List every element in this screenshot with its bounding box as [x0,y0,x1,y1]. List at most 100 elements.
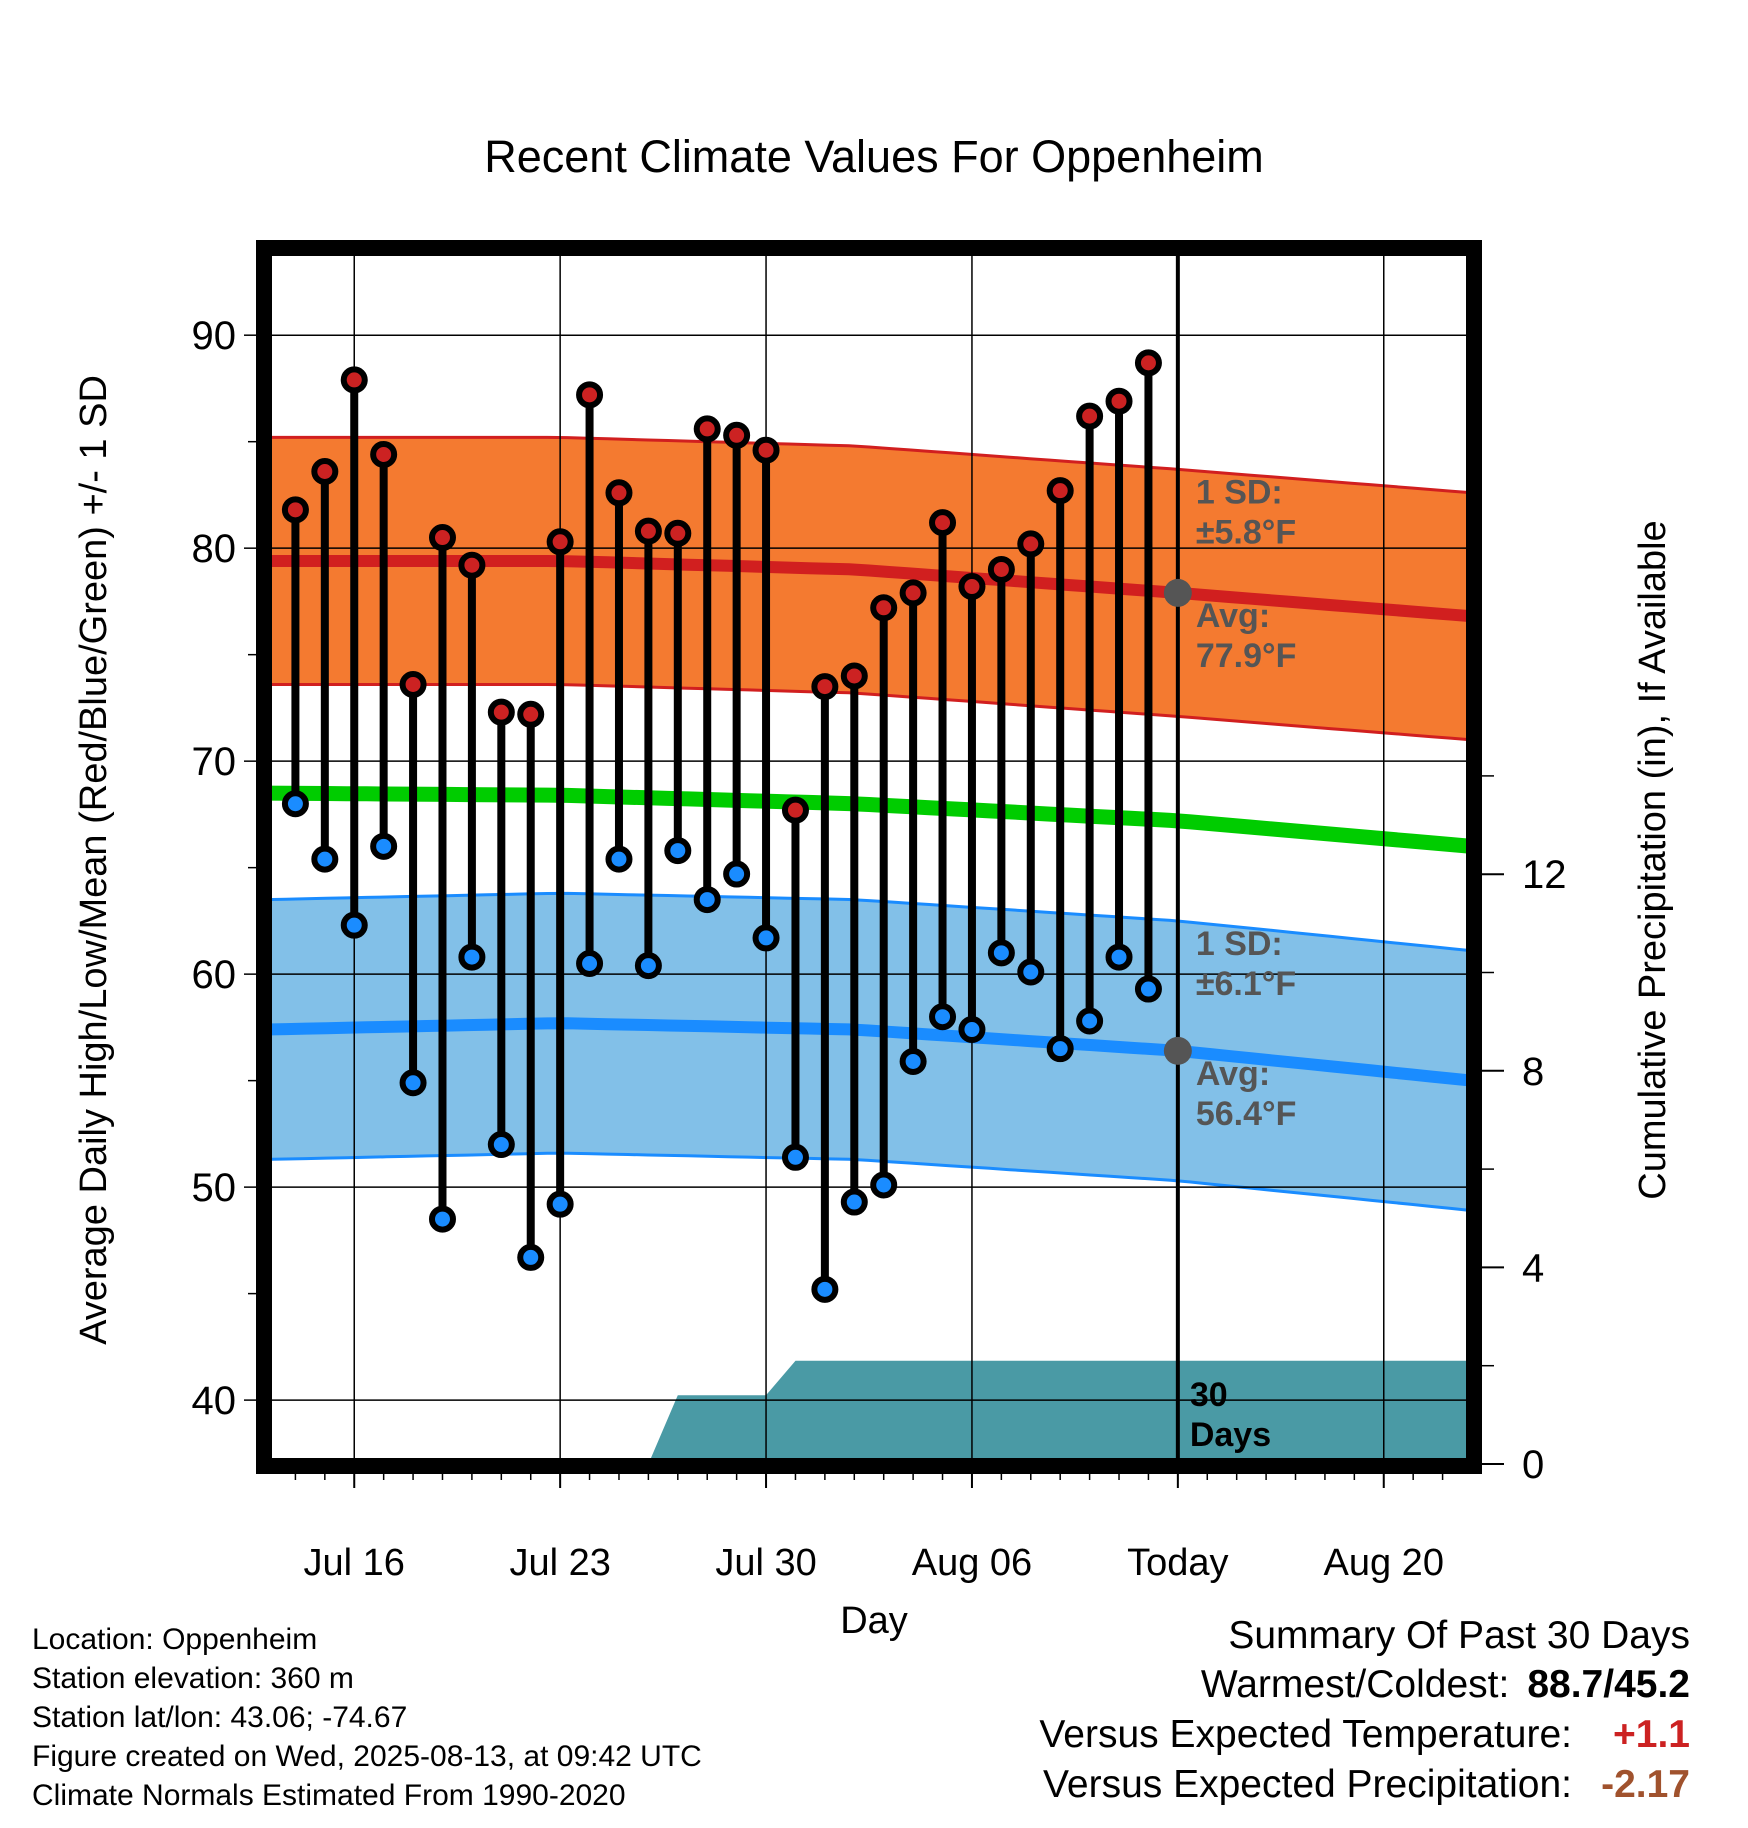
summary-warm-cold: Warmest/Coldest: 88.7/45.2 [1039,1660,1690,1710]
daily-low-point [781,1143,809,1171]
latlon-text: Station lat/lon: 43.06; -74.67 [32,1701,408,1734]
y-tick-label: 40 [192,1379,237,1423]
warm-cold-value: 88.7/45.2 [1527,1663,1690,1706]
daily-high-point [399,670,427,698]
y2-axis-label: Cumulative Precipitation (in), If Availa… [1632,520,1674,1199]
y-tick-label: 70 [192,740,237,784]
daily-low-point [1105,943,1133,971]
daily-low-point [517,1243,545,1271]
daily-high-point [487,698,515,726]
daily-low-point [664,837,692,865]
daily-high-point [340,366,368,394]
low-sd-label: 1 SD: [1196,925,1283,963]
x-tick-label: Aug 20 [1324,1542,1444,1584]
created-text: Figure created on Wed, 2025-08-13, at 09… [32,1740,702,1773]
low-band-lower-edge [266,1151,1472,1213]
y2-axis-ticks: 0 4 8 12 [1482,775,1567,1487]
y-tick-label: 80 [192,527,237,571]
daily-low-point [1017,958,1045,986]
daily-high-point [752,436,780,464]
y2-tick-label: 4 [1522,1246,1544,1290]
daily-low-point [458,943,486,971]
x-tick-label: Jul 23 [509,1542,610,1584]
y2-tick-label: 0 [1522,1443,1544,1487]
daily-low-point [634,952,662,980]
summary-panel: Summary Of Past 30 Days Warmest/Coldest:… [1039,1612,1690,1810]
daily-temperature-bars [281,349,1162,1303]
daily-high-point [634,517,662,545]
daily-low-point [811,1275,839,1303]
y-axis-ticks: 40 50 60 70 80 90 [192,314,256,1423]
daily-high-point [605,479,633,507]
daily-high-point [811,673,839,701]
high-sd-value: ±5.8°F [1196,513,1296,551]
daily-high-point [664,519,692,547]
daily-low-point [840,1188,868,1216]
daily-low-point [546,1190,574,1218]
high-band-lower-edge [266,683,1472,742]
window-label-line2: Days [1190,1416,1271,1454]
daily-high-point [1046,477,1074,505]
daily-low-point [723,860,751,888]
daily-high-point [840,662,868,690]
daily-high-point [1105,387,1133,415]
daily-high-point [546,528,574,556]
daily-low-point [281,790,309,818]
daily-high-point [1076,402,1104,430]
daily-low-point [605,845,633,873]
today-low-avg-marker [1163,1036,1192,1065]
daily-low-point [576,949,604,977]
daily-low-point [487,1131,515,1159]
daily-high-point [517,700,545,728]
x-axis-label: Day [840,1600,908,1642]
daily-low-point [899,1047,927,1075]
daily-low-point [929,1003,957,1031]
station-info: Location: Oppenheim Station elevation: 3… [32,1620,702,1815]
daily-low-point [370,832,398,860]
high-avg-label: Avg: [1196,597,1270,635]
x-tick-label: Jul 16 [304,1542,405,1584]
x-tick-label: Today [1127,1542,1228,1584]
x-axis-ticks: Jul 16 Jul 23 Jul 30 Aug 06 Today Aug 20 [294,1474,1444,1584]
daily-high-point [958,573,986,601]
plot-frame [256,240,1482,1474]
x-tick-label: Jul 30 [715,1542,816,1584]
x-tick-label: Aug 06 [912,1542,1032,1584]
warm-cold-label: Warmest/Coldest: [1200,1663,1510,1706]
high-sd-label: 1 SD: [1196,473,1283,511]
daily-low-point [399,1069,427,1097]
daily-low-point [1046,1035,1074,1063]
daily-low-point [958,1016,986,1044]
summary-precip: Versus Expected Precipitation: -2.17 [1039,1760,1690,1810]
low-band-upper-edge [266,891,1472,953]
high-band-upper-edge [266,435,1472,495]
high-sd-band [266,437,1472,740]
daily-high-point [693,415,721,443]
low-avg-value: 56.4°F [1196,1095,1297,1133]
daily-low-point [1134,975,1162,1003]
summary-title: Summary Of Past 30 Days [1228,1614,1690,1657]
daily-low-point [752,924,780,952]
chart-title: Recent Climate Values For Oppenheim [484,131,1264,182]
daily-high-point [781,796,809,824]
grid-lines [266,250,1472,1464]
cumulative-precip-area [648,1360,1472,1464]
today-high-avg-marker [1163,578,1192,607]
y-tick-label: 50 [192,1166,237,1210]
daily-high-point [428,524,456,552]
summary-temp: Versus Expected Temperature: +1.1 [1039,1710,1690,1760]
daily-low-point [340,911,368,939]
daily-high-point [929,509,957,537]
daily-high-point [723,421,751,449]
y-tick-label: 90 [192,314,237,358]
daily-low-point [1076,1007,1104,1035]
temp-value: +1.1 [1613,1713,1690,1756]
daily-high-point [987,555,1015,583]
daily-high-point [1017,530,1045,558]
daily-low-point [987,939,1015,967]
y-axis-label: Average Daily High/Low/Mean (Red/Blue/Gr… [73,375,115,1345]
daily-high-point [370,440,398,468]
daily-high-point [281,496,309,524]
